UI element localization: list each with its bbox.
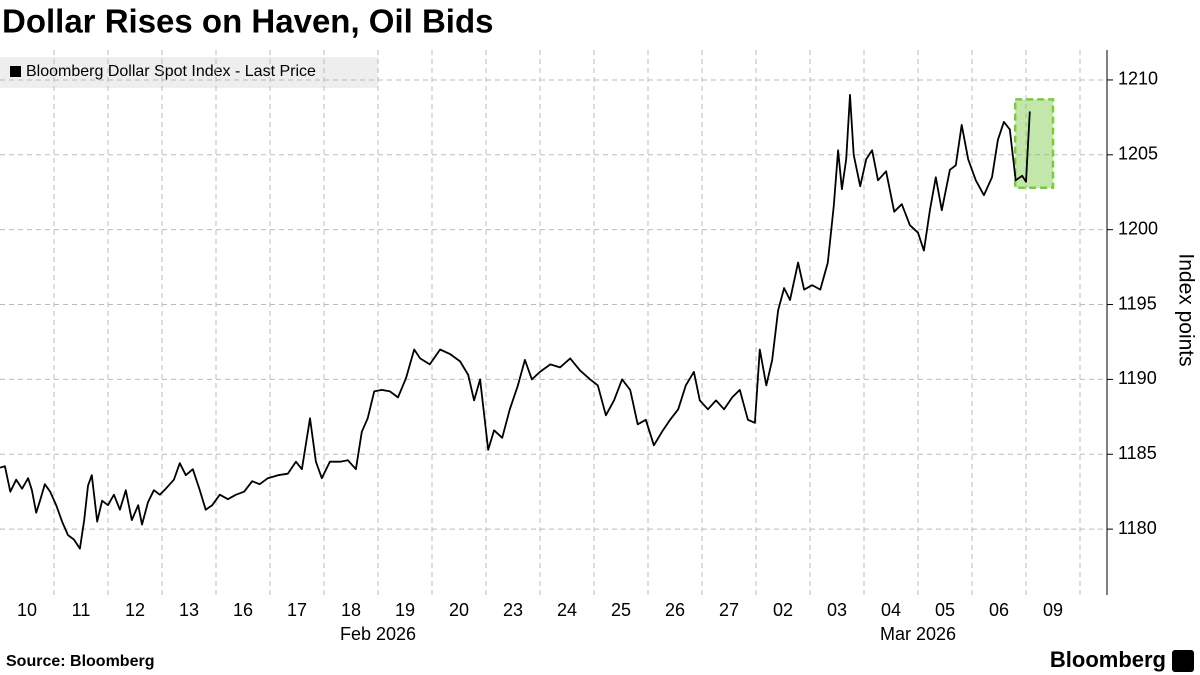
legend-label: Bloomberg Dollar Spot Index - Last Price <box>26 63 316 80</box>
x-tick-label: 17 <box>287 600 307 620</box>
x-tick-label: 12 <box>125 600 145 620</box>
y-tick-label: 1180 <box>1118 518 1157 538</box>
x-group-label: Feb 2026 <box>340 624 416 644</box>
y-axis-label: Index points <box>1174 253 1197 366</box>
x-tick-label: 10 <box>17 600 37 620</box>
x-tick-label: 24 <box>557 600 577 620</box>
x-tick-label: 20 <box>449 600 469 620</box>
highlight-box <box>1013 98 1055 189</box>
x-tick-label: 09 <box>1043 600 1063 620</box>
x-tick-label: 05 <box>935 600 955 620</box>
x-tick-label: 23 <box>503 600 523 620</box>
y-tick-label: 1200 <box>1118 218 1158 238</box>
series-line <box>0 94 1031 550</box>
y-tick-label: 1195 <box>1118 293 1157 313</box>
chart-title: Dollar Rises on Haven, Oil Bids <box>2 3 493 40</box>
x-tick-label: 16 <box>233 600 253 620</box>
x-tick-label: 25 <box>611 600 631 620</box>
brand-icon <box>1172 650 1194 672</box>
legend-swatch <box>10 66 21 77</box>
y-tick-label: 1205 <box>1118 144 1158 164</box>
x-tick-label: 27 <box>719 600 739 620</box>
x-group-label: Mar 2026 <box>880 624 956 644</box>
x-tick-label: 11 <box>72 600 91 620</box>
x-tick-label: 13 <box>179 600 199 620</box>
brand: Bloomberg <box>1050 647 1166 672</box>
x-tick-label: 02 <box>773 600 793 620</box>
legend-box <box>0 57 378 88</box>
y-tick-label: 1210 <box>1118 69 1158 89</box>
source: Source: Bloomberg <box>6 653 154 670</box>
y-tick-label: 1190 <box>1118 368 1157 388</box>
y-tick-label: 1185 <box>1118 443 1157 463</box>
x-tick-label: 03 <box>827 600 847 620</box>
x-tick-label: 26 <box>665 600 685 620</box>
x-tick-label: 18 <box>341 600 361 620</box>
x-tick-label: 06 <box>989 600 1009 620</box>
x-tick-label: 19 <box>395 600 415 620</box>
x-tick-label: 04 <box>881 600 901 620</box>
